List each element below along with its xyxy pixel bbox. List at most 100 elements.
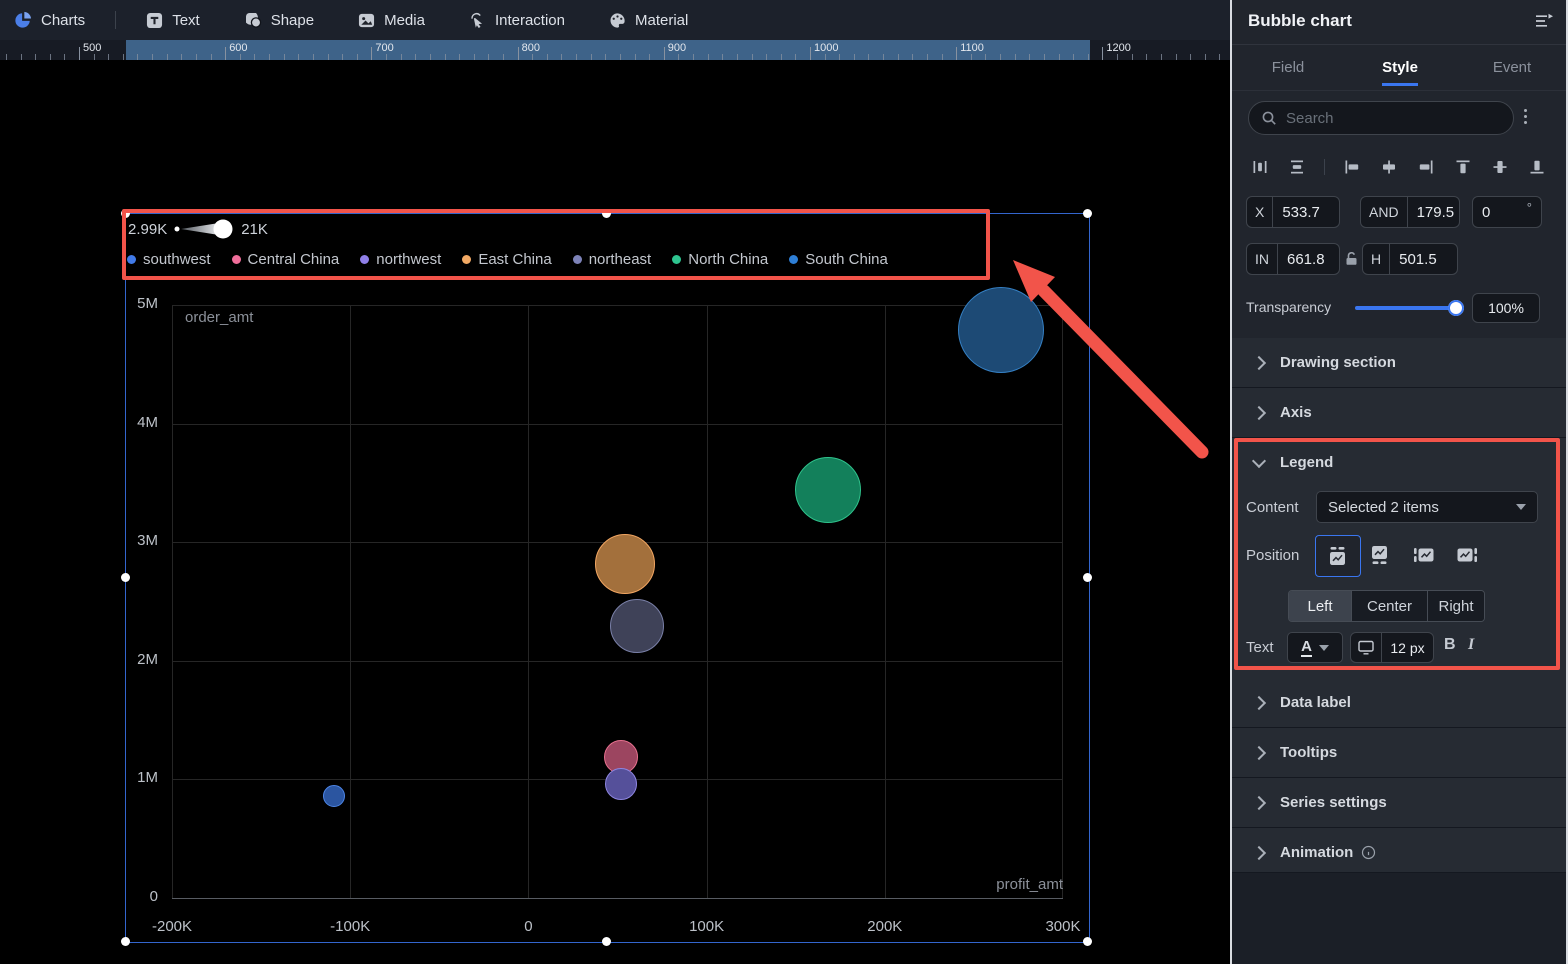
align-center-horizontal-icon[interactable]	[1381, 159, 1397, 175]
ruler-tick	[780, 54, 782, 60]
y-value[interactable]: 179.5	[1416, 203, 1455, 221]
x-position-field[interactable]: X 533.7	[1246, 196, 1340, 228]
legend-item-east-china[interactable]: East China	[462, 251, 552, 268]
ruler-tick	[386, 54, 388, 60]
ruler-tick	[1087, 54, 1089, 60]
toolbar-item-text[interactable]: Text	[146, 12, 200, 29]
legend-item-label: South China	[805, 250, 888, 268]
transparency-value[interactable]: 100%	[1472, 293, 1540, 323]
align-middle-vertical-icon[interactable]	[1492, 159, 1508, 175]
legend-align-right[interactable]: Right	[1427, 591, 1484, 621]
search-input[interactable]	[1284, 108, 1468, 128]
text-color-button[interactable]: A	[1287, 632, 1343, 663]
widget-title: Bubble chart	[1248, 11, 1352, 30]
align-right-icon[interactable]	[1418, 159, 1434, 175]
panel-scrollbar[interactable]	[1566, 0, 1568, 964]
height-field[interactable]: H 501.5	[1362, 243, 1458, 275]
align-left-icon[interactable]	[1344, 159, 1360, 175]
section-series-settings[interactable]: Series settings	[1232, 777, 1568, 827]
selection-handle[interactable]	[601, 208, 611, 218]
ruler-tick	[619, 54, 621, 60]
gridline-vertical	[706, 305, 708, 898]
ruler-tick	[1146, 54, 1148, 60]
align-top-icon[interactable]	[1455, 159, 1471, 175]
selection-handle[interactable]	[120, 573, 130, 582]
size-row: IN 661.8 H 501.5	[1232, 243, 1568, 275]
selection-handle[interactable]	[601, 936, 611, 946]
legend-item-northeast[interactable]: northeast	[572, 250, 652, 268]
toolbar-item-charts[interactable]: Charts	[14, 11, 85, 29]
section-data-label[interactable]: Data label	[1232, 678, 1568, 727]
distribute-horizontal-icon[interactable]	[1252, 159, 1268, 175]
alignment-toolbar	[1232, 152, 1568, 182]
bubble-southwest[interactable]	[323, 785, 346, 807]
width-value[interactable]: 661.8	[1287, 250, 1325, 268]
legend-item-label: northeast	[588, 250, 652, 268]
section-axis[interactable]: Axis	[1232, 387, 1568, 437]
tab-event[interactable]: Event	[1492, 58, 1532, 76]
transparency-slider[interactable]	[1355, 306, 1463, 310]
legend-right-icon[interactable]	[1452, 541, 1480, 569]
ruler-tick	[532, 54, 534, 60]
tab-field[interactable]: Field	[1271, 58, 1305, 76]
selection-handle[interactable]	[1083, 573, 1092, 582]
rotation-value[interactable]: 0	[1482, 203, 1491, 221]
italic-button[interactable]: I	[1468, 636, 1475, 653]
ruler-tick	[970, 54, 972, 60]
legend-item-southwest[interactable]: southwest	[127, 251, 211, 268]
x-value[interactable]: 533.7	[1282, 203, 1320, 221]
ruler-tick	[663, 47, 665, 60]
legend-item-label: southwest	[143, 250, 211, 268]
legend-item-south-china[interactable]: South China	[789, 251, 888, 268]
more-options-icon[interactable]	[1518, 107, 1533, 126]
ruler-label: 900	[667, 42, 687, 54]
collapse-panel-icon[interactable]	[1534, 13, 1554, 34]
align-bottom-icon[interactable]	[1529, 159, 1545, 175]
selection-bounding-box[interactable]	[125, 213, 1090, 943]
tab-style[interactable]: Style	[1344, 44, 1456, 90]
bubble-north-china[interactable]	[794, 457, 861, 524]
section-legend[interactable]: Legend	[1232, 437, 1568, 487]
legend-left-icon[interactable]	[1409, 541, 1437, 569]
legend-content-dropdown[interactable]: Selected 2 items	[1316, 491, 1538, 523]
ruler-tick	[1043, 54, 1045, 60]
legend-item-central-china[interactable]: Central China	[231, 251, 339, 268]
y-position-field[interactable]: AND 179.5	[1360, 196, 1460, 228]
section-drawing-section[interactable]: Drawing section	[1232, 338, 1568, 387]
width-field[interactable]: IN 661.8	[1246, 243, 1340, 275]
transparency-slider-thumb[interactable]	[1448, 300, 1464, 316]
selection-handle[interactable]	[120, 208, 130, 218]
toolbar-item-interaction[interactable]: Interaction	[469, 12, 565, 29]
font-size-control[interactable]: 12 px	[1350, 632, 1434, 663]
aspect-lock-icon[interactable]	[1345, 251, 1358, 272]
selection-handle[interactable]	[120, 936, 130, 946]
bubble-east-china[interactable]	[594, 533, 655, 594]
x-tick-label: -100K	[330, 918, 371, 935]
bubble-northeast[interactable]	[610, 599, 665, 654]
legend-item-north-china[interactable]: North China	[672, 251, 768, 268]
chevron-right-icon	[1251, 405, 1267, 420]
section-tooltips[interactable]: Tooltips	[1232, 727, 1568, 777]
toolbar-item-shape[interactable]: Shape	[244, 11, 314, 29]
section-animation[interactable]: Animation	[1232, 827, 1568, 877]
toolbar-divider	[115, 11, 117, 29]
legend-item-northwest[interactable]: northwest	[360, 251, 441, 268]
bold-button[interactable]: B	[1444, 636, 1456, 653]
font-size-value[interactable]: 12 px	[1390, 639, 1425, 656]
ruler-tick	[429, 54, 431, 60]
height-value[interactable]: 501.5	[1399, 250, 1437, 268]
legend-align-left[interactable]: Left	[1289, 591, 1351, 621]
distribute-vertical-icon[interactable]	[1289, 159, 1305, 175]
toolbar-item-material[interactable]: Material	[609, 12, 688, 29]
legend-bottom-icon[interactable]	[1366, 541, 1394, 569]
section-title: Data label	[1280, 694, 1351, 711]
legend-top-icon[interactable]	[1315, 535, 1361, 577]
screen-adapt-icon[interactable]	[1351, 633, 1382, 662]
selection-handle[interactable]	[1083, 936, 1092, 946]
legend-align-center[interactable]: Center	[1351, 591, 1427, 621]
bubble-northwest[interactable]	[605, 768, 638, 801]
rotation-field[interactable]: 0 °	[1472, 196, 1542, 228]
design-canvas[interactable]: 2.99K 21K southwest Central China northwes…	[0, 60, 1232, 964]
toolbar-item-media[interactable]: Media	[358, 12, 425, 29]
selection-handle[interactable]	[1083, 208, 1092, 218]
